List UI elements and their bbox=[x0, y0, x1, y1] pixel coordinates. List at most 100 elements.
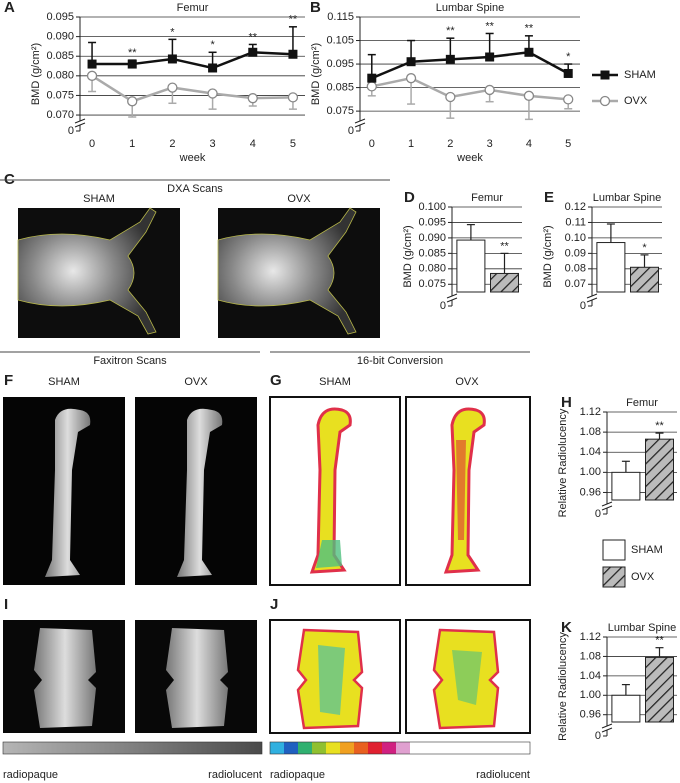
y-tick-label: 0.080 bbox=[418, 263, 446, 275]
image-label: SHAM bbox=[83, 193, 115, 205]
section-title: Faxitron Scans bbox=[93, 355, 167, 367]
bar bbox=[645, 656, 674, 723]
chart-title: Lumbar Spine bbox=[608, 622, 677, 634]
y-tick-label: 1.04 bbox=[580, 670, 601, 682]
point bbox=[445, 54, 455, 64]
point bbox=[208, 63, 218, 73]
legend-marker bbox=[599, 95, 611, 107]
panel-letter: A bbox=[4, 0, 15, 16]
heatmap-femur bbox=[269, 396, 401, 586]
chart-title: Lumbar Spine bbox=[593, 192, 662, 204]
x-tick-label: 2 bbox=[169, 138, 175, 150]
legend-marker bbox=[600, 70, 610, 80]
legend-swatch bbox=[602, 566, 626, 588]
y-tick-label: 0.075 bbox=[46, 89, 74, 101]
heatmap-femur bbox=[405, 396, 531, 586]
y-tick-label: 0.085 bbox=[418, 247, 446, 259]
panel-letter: D bbox=[404, 189, 415, 206]
y-tick-label: 0.095 bbox=[46, 11, 74, 23]
axis-break-gap bbox=[602, 504, 612, 508]
y-tick-label: 0.080 bbox=[46, 70, 74, 82]
axis-break bbox=[446, 293, 458, 299]
point bbox=[367, 73, 377, 83]
point bbox=[523, 90, 535, 101]
series-line bbox=[91, 74, 293, 103]
point bbox=[167, 82, 178, 93]
y-tick-label: 1.00 bbox=[580, 466, 601, 478]
bar bbox=[630, 266, 659, 293]
bar bbox=[611, 694, 641, 723]
y-tick-label: 1.08 bbox=[580, 426, 601, 438]
xray-vertebra bbox=[3, 620, 125, 733]
y-tick-label: 0.100 bbox=[418, 201, 446, 213]
y-tick-label: 1.12 bbox=[580, 631, 601, 643]
y-tick-label: 0 bbox=[580, 300, 586, 312]
legend-label: SHAM bbox=[631, 544, 663, 556]
y-tick-label: 0.075 bbox=[418, 278, 446, 290]
y-tick-label: 0.090 bbox=[46, 31, 74, 43]
y-axis-label: BMD (g/cm²) bbox=[30, 43, 42, 105]
point bbox=[563, 94, 574, 105]
panel-letter: C bbox=[4, 171, 15, 188]
bar bbox=[596, 242, 626, 293]
y-axis-label: BMD (g/cm²) bbox=[542, 225, 554, 287]
point bbox=[87, 59, 97, 69]
scale-label: radiopaque bbox=[270, 769, 325, 781]
point bbox=[406, 57, 416, 67]
y-tick-label: 0.090 bbox=[418, 232, 446, 244]
axis-break bbox=[601, 505, 613, 511]
scale-label: radiolucent bbox=[208, 769, 262, 781]
heatmap-vertebra bbox=[405, 619, 531, 734]
section-title: DXA Scans bbox=[167, 183, 223, 195]
y-tick-label: 0.12 bbox=[565, 201, 586, 213]
color-scale-bar bbox=[269, 741, 531, 755]
y-tick-label: 0.96 bbox=[580, 486, 601, 498]
y-tick-label: 1.00 bbox=[580, 689, 601, 701]
section-title: 16-bit Conversion bbox=[357, 355, 443, 367]
y-tick-label: 0.96 bbox=[580, 709, 601, 721]
x-tick-label: 4 bbox=[250, 138, 256, 150]
axis-break-gap bbox=[602, 726, 612, 730]
x-tick-label: 3 bbox=[210, 138, 216, 150]
significance: ** bbox=[655, 635, 664, 647]
axis-break bbox=[601, 727, 613, 733]
panel-letter: I bbox=[4, 596, 8, 613]
axis-break bbox=[354, 118, 366, 124]
axis-break-gap bbox=[75, 121, 85, 125]
point bbox=[247, 93, 258, 104]
x-tick-label: 1 bbox=[408, 138, 414, 150]
point bbox=[287, 92, 299, 103]
significance: ** bbox=[485, 20, 494, 32]
x-axis-label: week bbox=[456, 152, 483, 164]
significance: ** bbox=[248, 31, 257, 43]
point bbox=[405, 73, 417, 84]
axis-break bbox=[586, 293, 598, 299]
x-tick-label: 5 bbox=[290, 138, 296, 150]
y-tick-label: 0 bbox=[440, 300, 446, 312]
x-tick-label: 0 bbox=[369, 138, 375, 150]
point bbox=[288, 49, 298, 59]
image-label: OVX bbox=[287, 193, 311, 205]
x-tick-label: 2 bbox=[447, 138, 453, 150]
x-tick-label: 1 bbox=[129, 138, 135, 150]
bar bbox=[645, 438, 674, 501]
y-tick-label: 1.12 bbox=[580, 406, 601, 418]
bar bbox=[611, 471, 641, 501]
axis-break bbox=[446, 297, 458, 303]
point bbox=[563, 68, 573, 78]
x-tick-label: 0 bbox=[89, 138, 95, 150]
panel-letter: G bbox=[270, 372, 282, 389]
point bbox=[127, 59, 137, 69]
point bbox=[127, 96, 138, 107]
bar bbox=[456, 239, 486, 293]
legend-swatch bbox=[602, 539, 626, 561]
x-tick-label: 3 bbox=[487, 138, 493, 150]
y-tick-label: 0.085 bbox=[46, 50, 74, 62]
y-tick-label: 0 bbox=[595, 730, 601, 742]
significance: ** bbox=[289, 14, 298, 26]
y-tick-label: 0.095 bbox=[418, 216, 446, 228]
scale-label: radiopaque bbox=[3, 769, 58, 781]
y-tick-label: 0.10 bbox=[565, 232, 586, 244]
y-tick-label: 0.095 bbox=[326, 58, 354, 70]
